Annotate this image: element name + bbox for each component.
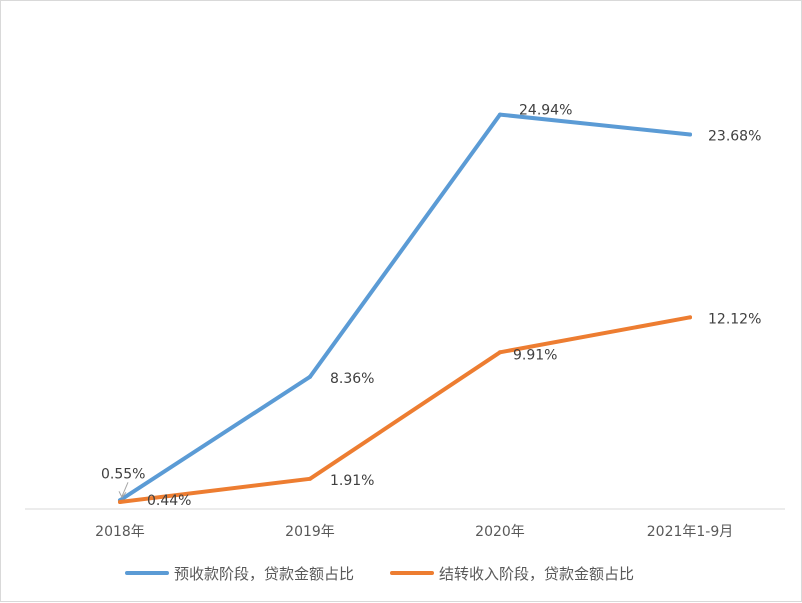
data-label: 24.94%	[519, 103, 572, 119]
data-point	[308, 476, 312, 481]
data-label: 8.36%	[330, 371, 374, 387]
data-label: 1.91%	[330, 473, 374, 489]
data-point	[498, 112, 502, 117]
series-line-2	[118, 315, 692, 504]
data-point	[118, 500, 122, 505]
legend-label-1: 预收款阶段，贷款金额占比	[174, 565, 354, 583]
x-tick-label: 2019年	[285, 524, 335, 540]
data-label: 23.68%	[708, 129, 761, 145]
x-tick-label: 2021年1-9月	[647, 524, 734, 540]
data-point	[688, 315, 692, 320]
data-point	[498, 350, 502, 355]
legend-label-2: 结转收入阶段，贷款金额占比	[439, 565, 634, 583]
data-point	[308, 374, 312, 379]
data-label: 0.44%	[147, 493, 191, 509]
series-line-1	[118, 112, 692, 503]
label-leader-line	[118, 482, 129, 499]
x-tick-label: 2018年	[95, 524, 145, 540]
data-label: 12.12%	[708, 311, 761, 327]
x-tick-label: 2020年	[475, 524, 525, 540]
data-point	[688, 132, 692, 137]
data-label: 9.91%	[513, 347, 557, 363]
data-label: 0.55%	[101, 466, 145, 482]
